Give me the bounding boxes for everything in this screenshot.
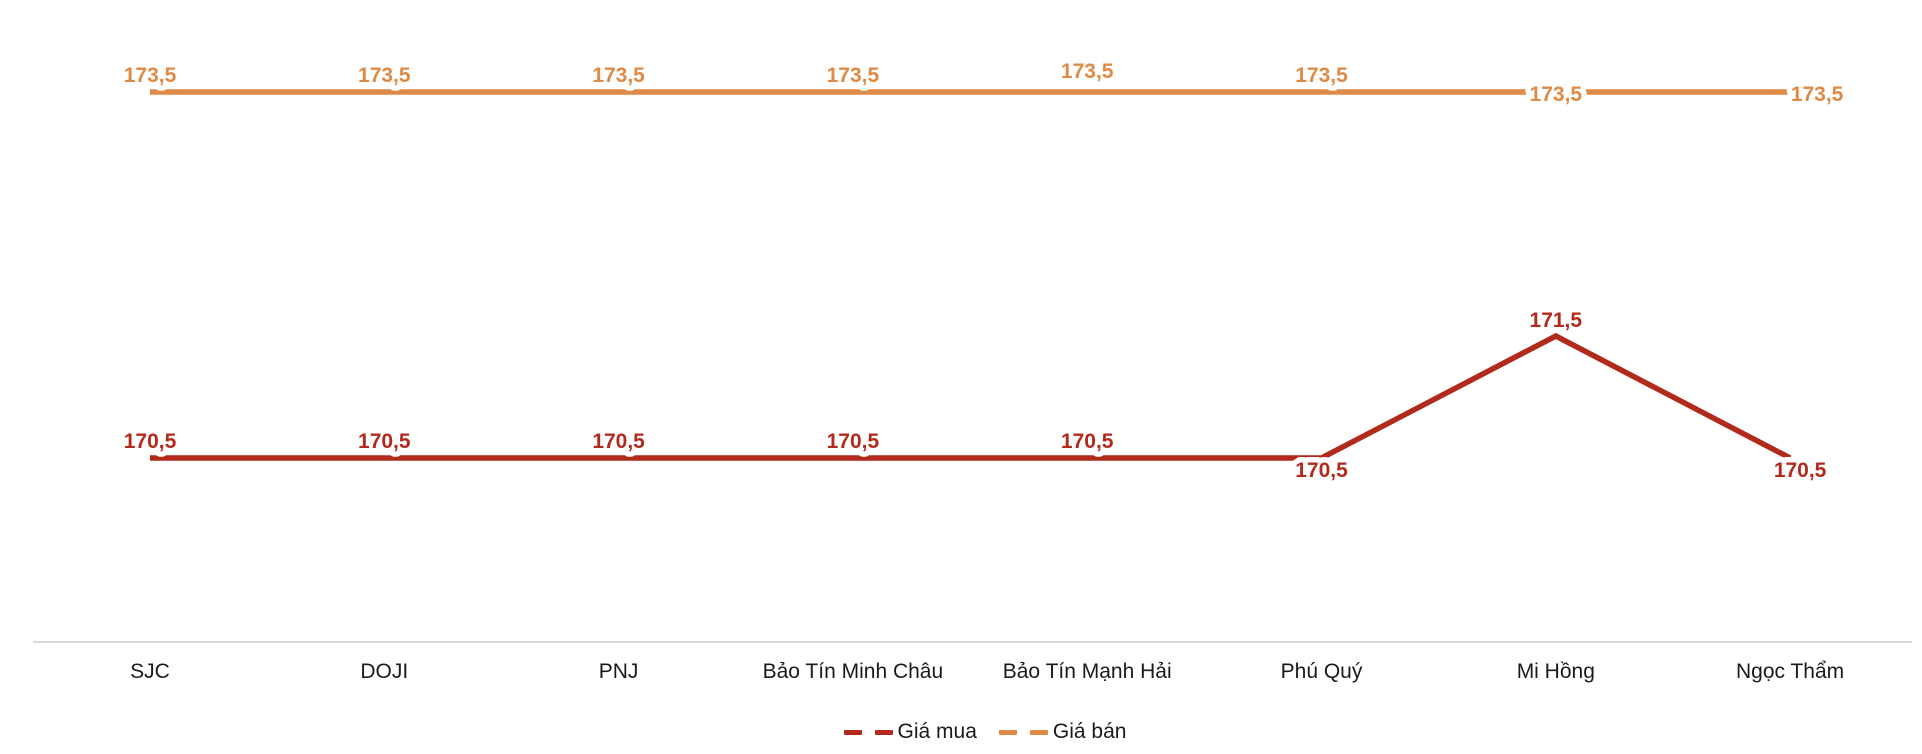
gia-ban-dash-icon <box>998 729 1017 735</box>
data-label: 173,5 <box>592 64 645 87</box>
data-label: 173,5 <box>1061 60 1114 83</box>
category-label: Mi Hồng <box>1517 660 1595 683</box>
data-label: 173,5 <box>827 64 880 87</box>
data-label: 173,5 <box>1295 64 1348 87</box>
data-label: 173,5 <box>124 64 177 87</box>
gia-mua-dash-icon <box>874 729 893 735</box>
category-label: Ngọc Thẩm <box>1736 660 1844 683</box>
data-label: 173,5 <box>358 64 411 87</box>
data-label: 170,5 <box>827 430 880 453</box>
category-label: Bảo Tín Minh Châu <box>763 660 944 683</box>
legend-item-gia-mua: Giá mua <box>843 720 977 744</box>
legend-item-gia-ban: Giá bán <box>998 720 1127 744</box>
chart-legend: Giá mua Giá bán <box>24 712 1922 752</box>
category-label: Phú Quý <box>1281 660 1363 683</box>
data-label: 171,5 <box>1530 309 1583 332</box>
data-label: 170,5 <box>592 430 645 453</box>
gia-mua-dash-icon <box>843 729 862 735</box>
legend-label-gia-mua: Giá mua <box>897 720 977 743</box>
category-label: DOJI <box>360 660 408 683</box>
series-line-gia-mua <box>150 332 1792 461</box>
data-label: 170,5 <box>358 430 411 453</box>
data-label: 173,5 <box>1530 83 1583 106</box>
data-label: 170,5 <box>1061 430 1114 453</box>
category-label: Bảo Tín Mạnh Hải <box>1003 660 1172 683</box>
data-label: 170,5 <box>1774 459 1827 482</box>
data-label: 170,5 <box>1295 459 1348 482</box>
gia-ban-dash-icon <box>1029 729 1048 735</box>
data-label: 173,5 <box>1791 83 1844 106</box>
legend-label-gia-ban: Giá bán <box>1052 720 1127 743</box>
category-label: PNJ <box>599 660 639 683</box>
data-label: 170,5 <box>124 430 177 453</box>
category-label: SJC <box>130 660 170 683</box>
